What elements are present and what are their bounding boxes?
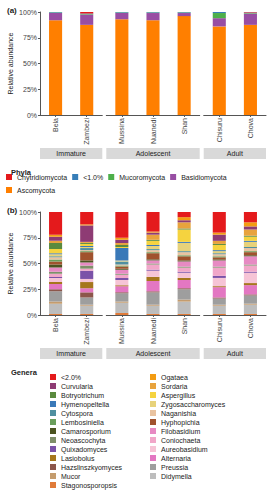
svg-text:Didymella: Didymella bbox=[161, 473, 192, 481]
svg-text:Immature: Immature bbox=[56, 350, 86, 357]
svg-text:Sordaria: Sordaria bbox=[161, 383, 188, 390]
svg-text:Mussina: Mussina bbox=[118, 318, 125, 344]
svg-text:Adolescent: Adolescent bbox=[136, 150, 171, 157]
svg-text:Filobasidium: Filobasidium bbox=[161, 428, 200, 435]
svg-text:Ascomycota: Ascomycota bbox=[17, 187, 55, 195]
svg-text:Adult: Adult bbox=[227, 150, 243, 157]
svg-text:<2.0%: <2.0% bbox=[61, 374, 81, 381]
svg-text:50%: 50% bbox=[23, 260, 37, 267]
svg-text:Basidiomycota: Basidiomycota bbox=[181, 174, 227, 182]
svg-text:0%: 0% bbox=[27, 312, 37, 319]
svg-text:Zygosaccharomyces: Zygosaccharomyces bbox=[161, 401, 226, 409]
svg-text:(a): (a) bbox=[7, 6, 17, 15]
svg-text:Hyphopichia: Hyphopichia bbox=[161, 419, 200, 427]
svg-text:Lembosiniella: Lembosiniella bbox=[61, 419, 104, 426]
svg-text:Quixadomyces: Quixadomyces bbox=[61, 446, 108, 454]
svg-text:Camarosporium: Camarosporium bbox=[61, 428, 111, 436]
svg-text:Zambezi: Zambezi bbox=[83, 118, 90, 145]
svg-text:Hazslinszkyomyces: Hazslinszkyomyces bbox=[61, 464, 123, 472]
svg-text:0%: 0% bbox=[27, 112, 37, 119]
svg-text:100%: 100% bbox=[19, 9, 37, 16]
svg-text:Curvularia: Curvularia bbox=[61, 383, 93, 390]
svg-text:(b): (b) bbox=[7, 206, 18, 215]
svg-text:Adolescent: Adolescent bbox=[136, 350, 171, 357]
svg-text:Relative abundance: Relative abundance bbox=[7, 32, 14, 94]
svg-text:Botryotrichum: Botryotrichum bbox=[61, 392, 104, 400]
svg-text:Mucoromycota: Mucoromycota bbox=[119, 174, 165, 182]
svg-text:Cytospora: Cytospora bbox=[61, 410, 93, 418]
svg-text:Genera: Genera bbox=[11, 368, 38, 377]
svg-text:Chisuru: Chisuru bbox=[216, 118, 223, 142]
svg-text:Aspergillus: Aspergillus bbox=[161, 392, 196, 400]
svg-text:Naganishia: Naganishia bbox=[161, 410, 196, 418]
svg-text:Shan: Shan bbox=[181, 318, 188, 334]
svg-text:Aureobasidium: Aureobasidium bbox=[161, 446, 208, 453]
svg-text:Mucor: Mucor bbox=[61, 473, 81, 480]
svg-text:Lasiobolus: Lasiobolus bbox=[61, 455, 95, 462]
svg-text:25%: 25% bbox=[23, 286, 37, 293]
svg-text:Nuanedi: Nuanedi bbox=[150, 118, 157, 145]
svg-text:Bela: Bela bbox=[52, 318, 59, 332]
svg-text:Chova: Chova bbox=[247, 118, 254, 138]
svg-text:Alternaria: Alternaria bbox=[161, 455, 191, 462]
svg-text:Chytridiomycota: Chytridiomycota bbox=[17, 173, 68, 181]
svg-text:Neoascochyta: Neoascochyta bbox=[61, 437, 105, 445]
svg-text:Coniochaeta: Coniochaeta bbox=[161, 437, 200, 444]
svg-text:Phyla: Phyla bbox=[11, 168, 32, 177]
svg-text:75%: 75% bbox=[23, 234, 37, 241]
svg-text:Chisuru: Chisuru bbox=[216, 318, 223, 342]
svg-text:75%: 75% bbox=[23, 34, 37, 41]
svg-text:Immature: Immature bbox=[56, 150, 86, 157]
svg-text:Ogataea: Ogataea bbox=[161, 374, 188, 382]
svg-text:50%: 50% bbox=[23, 60, 37, 67]
svg-text:100%: 100% bbox=[19, 209, 37, 216]
svg-text:Preussia: Preussia bbox=[161, 464, 188, 471]
svg-text:Nuanedi: Nuanedi bbox=[150, 318, 157, 345]
svg-text:Hymenopeltella: Hymenopeltella bbox=[61, 401, 109, 409]
svg-text:Mussina: Mussina bbox=[118, 118, 125, 144]
svg-text:25%: 25% bbox=[23, 86, 37, 93]
svg-text:Adult: Adult bbox=[227, 350, 243, 357]
svg-text:<1.0%: <1.0% bbox=[83, 174, 103, 181]
svg-text:Chova: Chova bbox=[247, 318, 254, 338]
svg-text:Relative abundance: Relative abundance bbox=[7, 232, 14, 294]
svg-text:Bela: Bela bbox=[52, 118, 59, 132]
svg-text:Shan: Shan bbox=[181, 118, 188, 134]
svg-text:Zambezi: Zambezi bbox=[83, 318, 90, 345]
svg-text:Stagonosporopsis: Stagonosporopsis bbox=[61, 482, 118, 490]
